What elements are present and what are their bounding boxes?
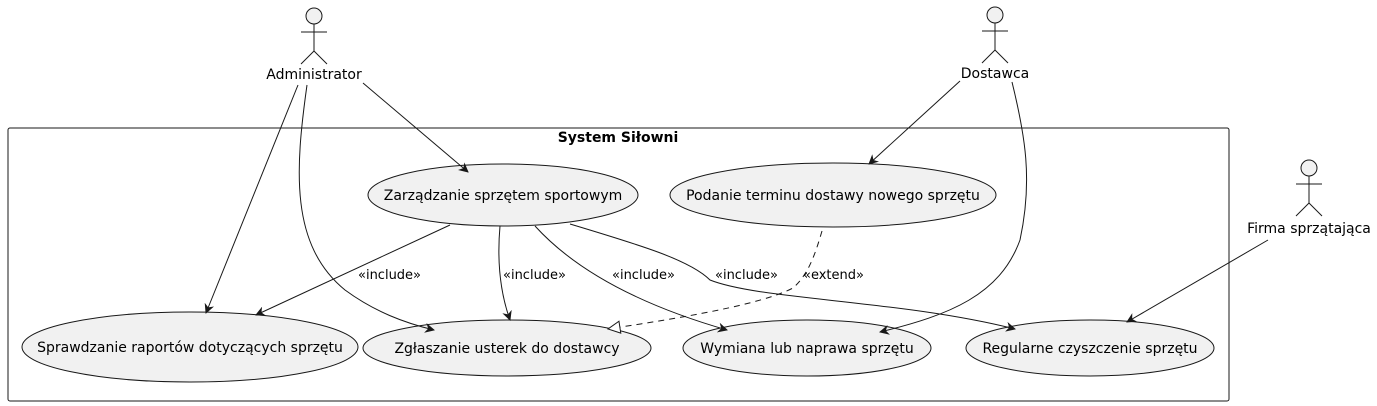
usecase-zglaszanie-label: Zgłaszanie usterek do dostawcy — [394, 341, 619, 357]
actor-dostawca-head — [986, 6, 1004, 24]
include-regularne — [569, 223, 1016, 332]
association-admin-zarzadzanie — [362, 82, 469, 173]
usecase-zarzadzanie-label: Zarządzanie sprzętem sportowym — [384, 188, 623, 204]
actor-administrator-label: Administrator — [266, 67, 362, 83]
include-label-4: «include» — [715, 268, 778, 283]
usecase-zglaszanie[interactable]: Zgłaszanie usterek do dostawcy — [362, 319, 652, 377]
usecase-podanie[interactable]: Podanie terminu dostawy nowego sprzętu — [669, 162, 997, 228]
usecase-regularne[interactable]: Regularne czyszczenie sprzętu — [965, 319, 1215, 377]
include-label-1: «include» — [358, 268, 421, 283]
include-wymiana — [534, 225, 728, 333]
association-admin-sprawdzanie — [204, 84, 299, 314]
association-dostawca-wymiana — [879, 81, 1028, 335]
system-title: System Siłowni — [558, 130, 679, 146]
include-sprawdzanie — [255, 224, 451, 316]
system-boundary — [7, 127, 1230, 402]
include-zglaszanie — [498, 225, 512, 321]
include-label-3: «include» — [612, 268, 675, 283]
usecase-sprawdzanie-label: Sprawdzanie raportów dotyczących sprzętu — [37, 340, 343, 356]
actor-firma-head — [1300, 159, 1318, 177]
actor-firma-label: Firma sprzątająca — [1247, 221, 1371, 237]
usecase-sprawdzanie[interactable]: Sprawdzanie raportów dotyczących sprzętu — [21, 311, 359, 383]
include-label-2: «include» — [503, 268, 566, 283]
association-admin-zglaszanie — [298, 84, 435, 333]
actor-firma-sprzatajaca[interactable]: Firma sprzątająca — [1247, 159, 1371, 237]
usecase-wymiana[interactable]: Wymiana lub naprawa sprzętu — [682, 319, 932, 377]
association-dostawca-podanie — [868, 80, 961, 165]
actor-administrator-head — [305, 7, 323, 25]
actor-dostawca[interactable]: Dostawca — [961, 6, 1029, 82]
extend-label-1: «extend» — [803, 268, 864, 283]
association-firma-regularne — [1126, 239, 1269, 323]
actor-dostawca-label: Dostawca — [961, 66, 1029, 82]
usecase-podanie-label: Podanie terminu dostawy nowego sprzętu — [686, 188, 980, 204]
usecase-wymiana-label: Wymiana lub naprawa sprzętu — [700, 341, 913, 357]
usecase-zarzadzanie[interactable]: Zarządzanie sprzętem sportowym — [367, 163, 639, 227]
extend-podanie-zglaszanie — [608, 230, 823, 329]
actor-administrator[interactable]: Administrator — [266, 7, 362, 83]
usecase-regularne-label: Regularne czyszczenie sprzętu — [982, 341, 1197, 357]
